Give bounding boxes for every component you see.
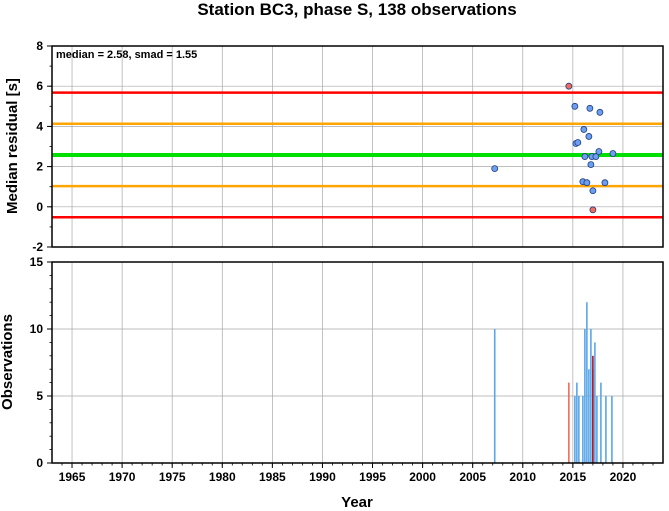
x-tick-label: 1990 bbox=[309, 470, 336, 484]
x-tick-label: 1975 bbox=[159, 470, 186, 484]
observations-y-tick-label: 5 bbox=[36, 389, 43, 403]
reference-lines bbox=[52, 91, 663, 219]
observations-y-ticks: 0 5 10 15 bbox=[30, 255, 52, 470]
chart-title: Station BC3, phase S, 138 observations bbox=[197, 0, 516, 19]
x-axis-label: Year bbox=[341, 494, 373, 511]
observations-y-tick-label: 15 bbox=[30, 255, 44, 269]
residual-plot-area bbox=[52, 46, 663, 247]
x-tick-label: 1995 bbox=[359, 470, 386, 484]
observations-frame bbox=[51, 261, 664, 464]
residual-point bbox=[596, 108, 604, 116]
residual-y-tick-label: 2 bbox=[36, 160, 43, 174]
residual-point bbox=[595, 148, 603, 155]
observations-y-axis-label: Observations bbox=[0, 314, 16, 410]
residual-points bbox=[491, 82, 617, 214]
residual-point bbox=[589, 187, 597, 195]
residual-y-ticks: -2 0 2 4 6 8 bbox=[32, 39, 52, 254]
residual-point bbox=[587, 161, 595, 168]
x-tick-label: 2000 bbox=[409, 470, 436, 484]
residual-point bbox=[592, 153, 600, 160]
x-tick-label: 1965 bbox=[59, 470, 86, 484]
x-tick-label: 2005 bbox=[459, 470, 486, 484]
stats-annotation: median = 2.58, smad = 1.55 bbox=[56, 49, 197, 61]
residual-y-tick-label: 8 bbox=[36, 39, 43, 53]
residual-point bbox=[574, 139, 582, 146]
year-x-ticks: 1965 1970 1975 1980 1985 1990 1995 2000 2005 2010… bbox=[59, 463, 654, 484]
observations-y-tick-label: 10 bbox=[30, 322, 44, 336]
residual-point bbox=[571, 102, 579, 110]
x-tick-label: 2010 bbox=[509, 470, 536, 484]
observations-panel: 0 5 10 15 1965 1970 1975 1980 1985 1990 1995 2000 2… bbox=[0, 255, 664, 511]
residual-point bbox=[589, 206, 597, 214]
residual-y-axis-label: Median residual [s] bbox=[4, 78, 21, 214]
residual-y-tick-label: 6 bbox=[36, 79, 43, 93]
residual-point bbox=[609, 150, 617, 157]
residual-y-tick-label: 4 bbox=[36, 119, 43, 133]
residual-point bbox=[580, 126, 588, 133]
residual-point bbox=[601, 179, 609, 187]
residual-y-tick-label: 0 bbox=[36, 200, 43, 214]
observations-plot-area bbox=[52, 262, 663, 463]
residual-point bbox=[491, 165, 499, 173]
residual-point bbox=[586, 104, 594, 112]
observations-y-tick-label: 0 bbox=[36, 456, 43, 470]
residual-y-tick-label: -2 bbox=[32, 240, 43, 254]
observation-bars bbox=[493, 302, 613, 463]
residual-point bbox=[565, 82, 573, 90]
x-tick-label: 1970 bbox=[109, 470, 136, 484]
residual-point bbox=[583, 179, 591, 187]
x-tick-label: 2015 bbox=[560, 470, 587, 484]
residual-point bbox=[581, 153, 589, 160]
x-tick-label: 2020 bbox=[610, 470, 637, 484]
residual-panel: -2 0 2 4 6 8 median = 2.58, smad = 1.55 Media… bbox=[4, 39, 664, 254]
residual-point bbox=[585, 133, 593, 140]
x-tick-label: 1980 bbox=[209, 470, 236, 484]
x-tick-label: 1985 bbox=[259, 470, 286, 484]
